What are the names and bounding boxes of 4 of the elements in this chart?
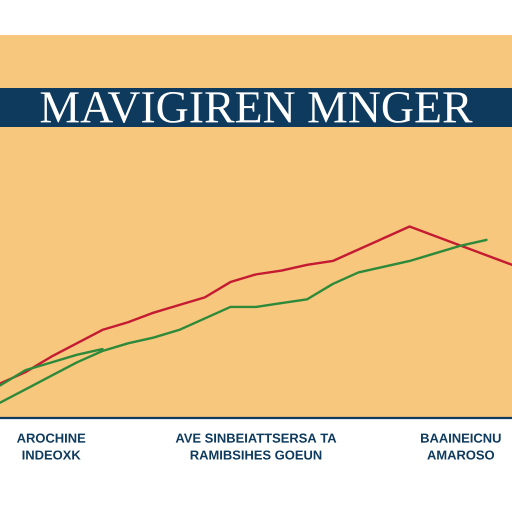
x-tick-label: AVE SINBEIATTSERSA TA RAMIBSIHES GOEUN <box>176 434 336 460</box>
x-tick-label: AROCHINE INDEOXK <box>16 434 86 460</box>
x-tick-label: BAAINEICNU AMAROSO <box>421 434 501 460</box>
chart-title: MAVIGIREN MNGER <box>40 92 473 124</box>
